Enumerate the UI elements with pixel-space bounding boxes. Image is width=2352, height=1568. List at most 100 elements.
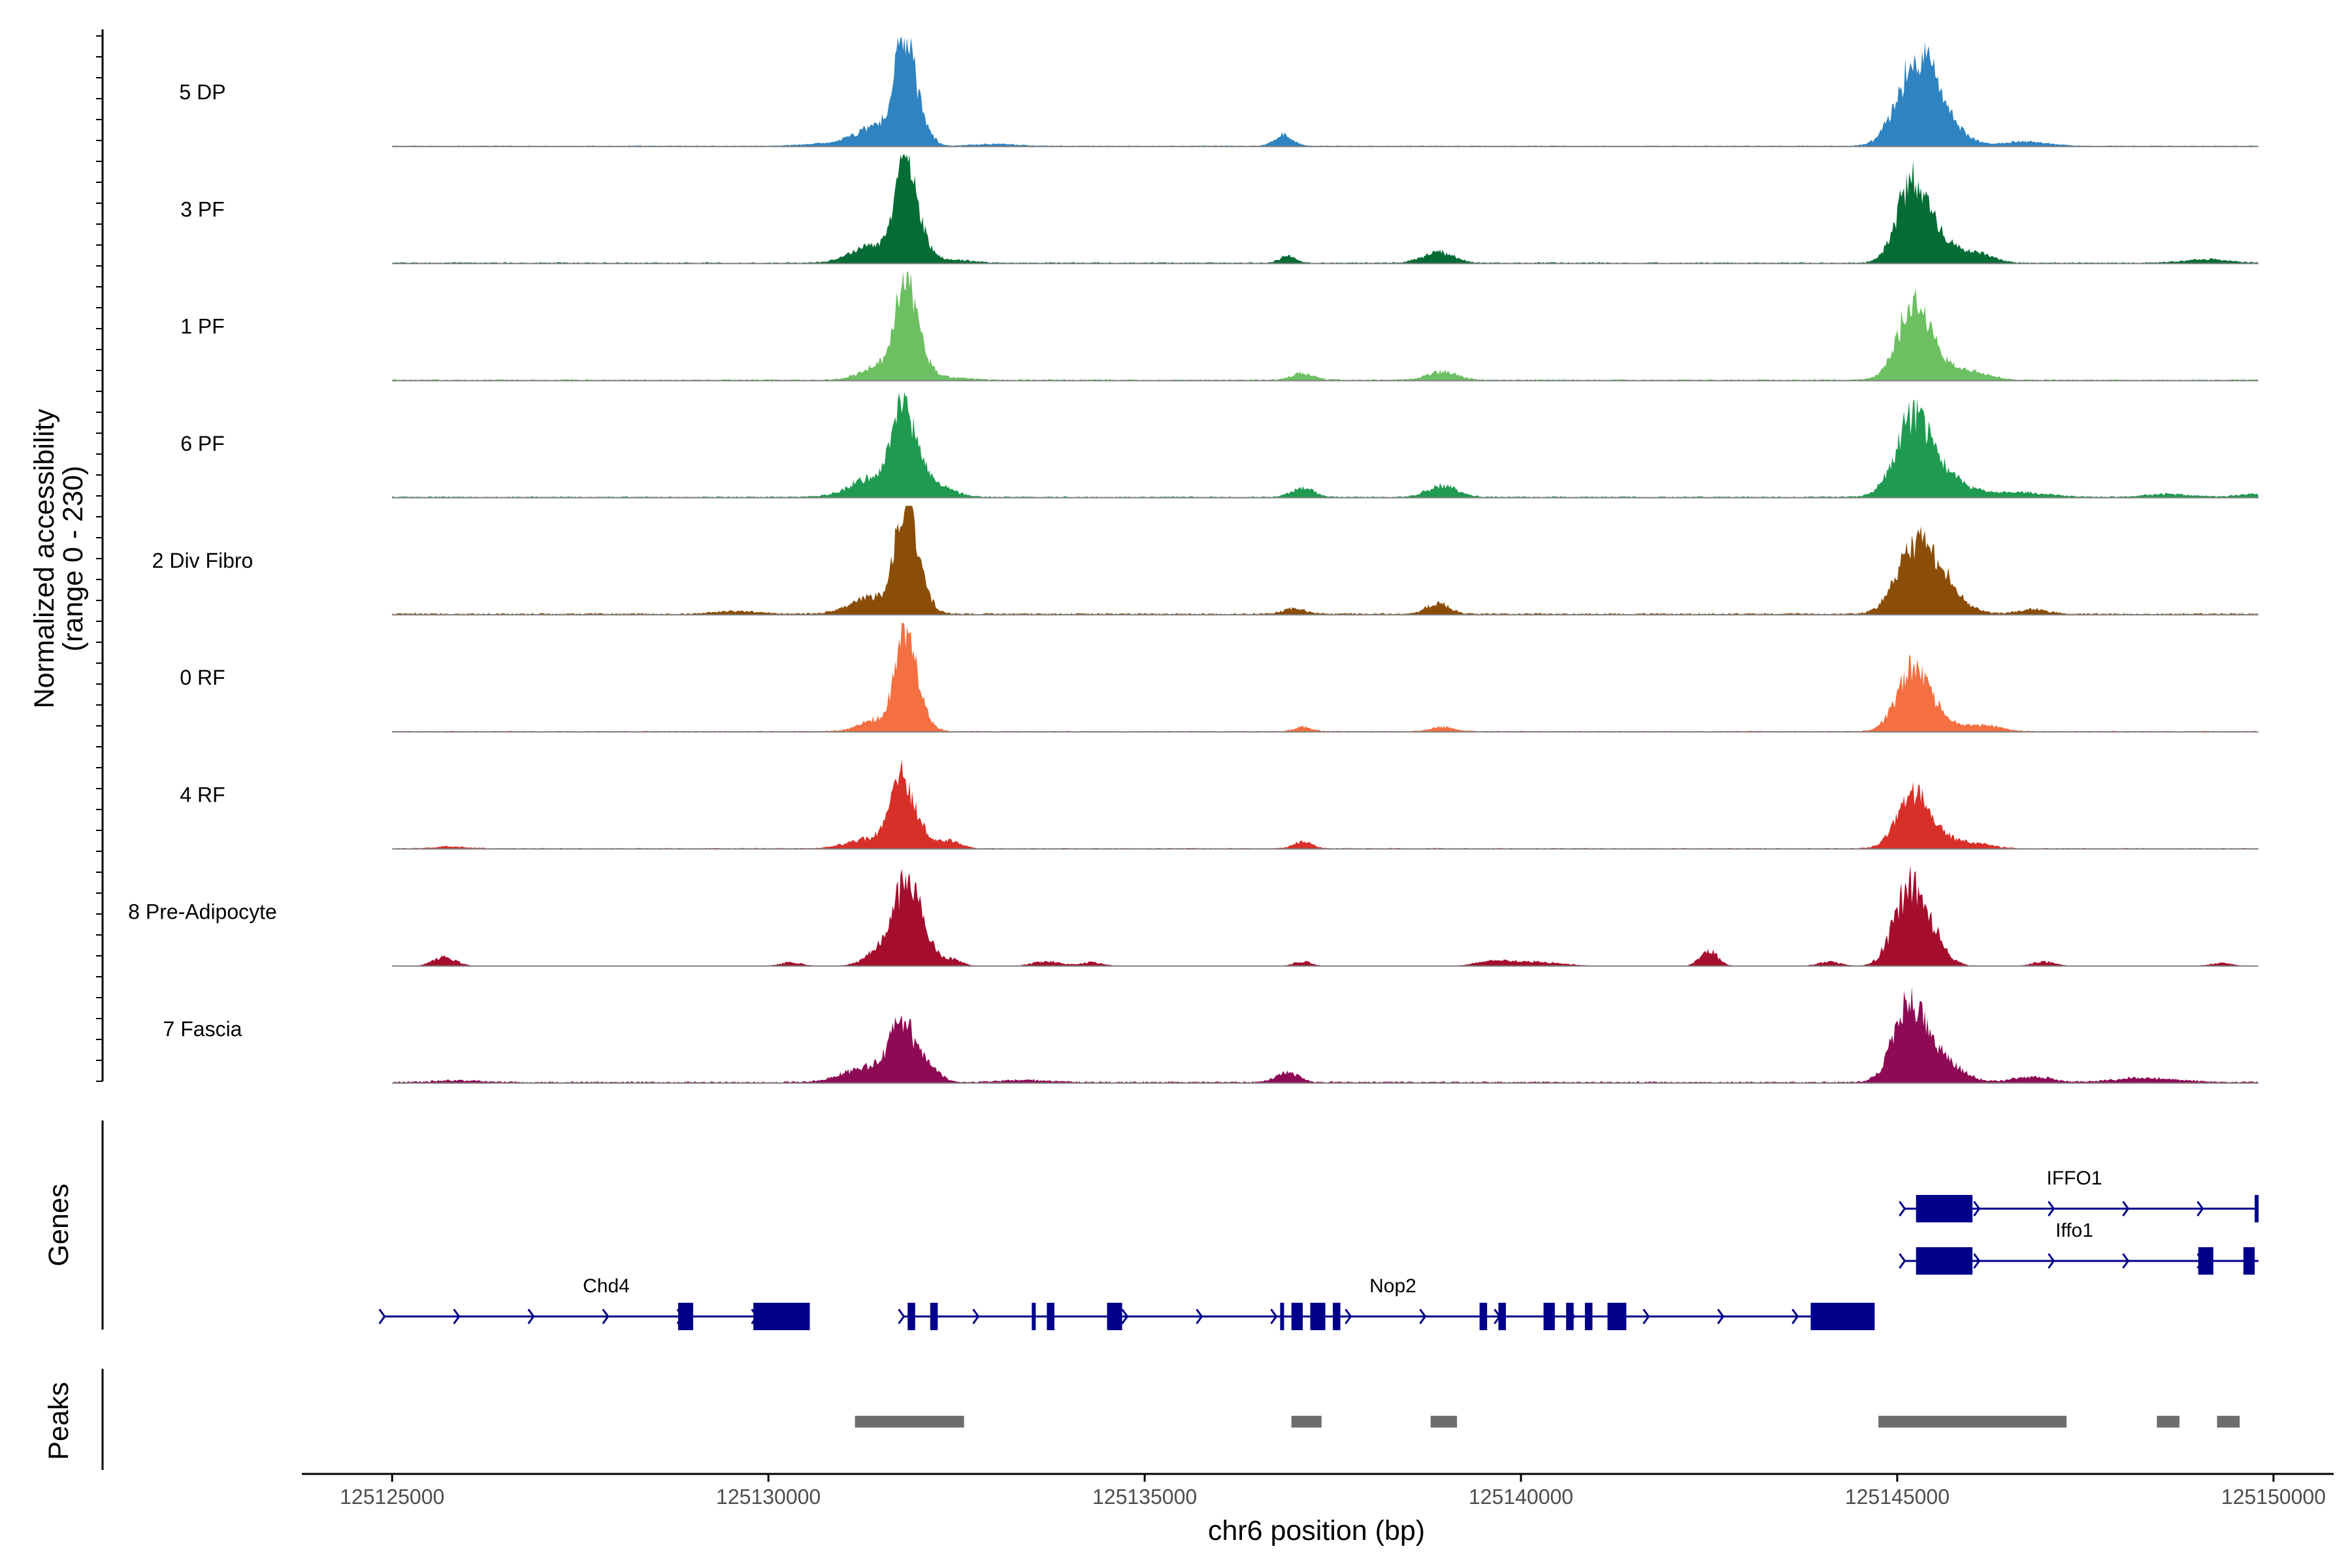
coverage-area xyxy=(392,391,2259,498)
track-3-pf: 3 PF xyxy=(180,154,2259,265)
track-0-rf: 0 RF xyxy=(180,623,2259,733)
strand-arrow xyxy=(1973,1201,1981,1217)
gene-exon xyxy=(1566,1303,1574,1330)
track-7-fascia: 7 Fascia xyxy=(163,987,2259,1084)
peak-region xyxy=(855,1416,964,1428)
peak-region xyxy=(1291,1416,1322,1428)
x-axis-title: chr6 position (bp) xyxy=(1208,1515,1425,1546)
gene-iffo1: Iffo1 xyxy=(1899,1220,2259,1275)
gene-exon xyxy=(678,1303,693,1330)
strand-arrow xyxy=(453,1309,461,1324)
strand-arrow xyxy=(1345,1309,1352,1324)
track-label: 8 Pre-Adipocyte xyxy=(128,900,277,924)
gene-exon xyxy=(1047,1303,1054,1330)
gene-exon xyxy=(1479,1303,1488,1330)
strand-arrow xyxy=(1419,1309,1427,1324)
coverage-area xyxy=(392,271,2259,381)
strand-arrow xyxy=(2197,1201,2204,1217)
gene-exon xyxy=(907,1303,915,1330)
coverage-area xyxy=(392,37,2259,147)
y-axis-title-line2: (range 0 - 230) xyxy=(57,466,89,651)
x-tick-label: 125150000 xyxy=(2221,1485,2326,1509)
strand-arrow xyxy=(378,1309,386,1324)
gene-label: Iffo1 xyxy=(2055,1220,2093,1241)
gene-exon xyxy=(2198,1247,2213,1275)
strand-arrow xyxy=(1899,1253,1906,1269)
strand-arrow xyxy=(2048,1253,2055,1269)
peak-region xyxy=(2157,1416,2180,1428)
gene-exon xyxy=(1107,1303,1122,1330)
strand-arrow xyxy=(1121,1309,1129,1324)
peak-regions xyxy=(855,1416,2240,1428)
coverage-area xyxy=(392,987,2259,1083)
strand-arrow xyxy=(1717,1309,1725,1324)
gene-exon xyxy=(1291,1303,1303,1330)
track-label: 4 RF xyxy=(180,783,225,806)
strand-arrow xyxy=(972,1309,980,1324)
gene-exon xyxy=(1280,1303,1284,1330)
track-1-pf: 1 PF xyxy=(180,271,2259,382)
y-axis-title-line1: Normalized accessibility xyxy=(29,408,60,708)
gene-exon xyxy=(1498,1303,1506,1330)
gene-exon xyxy=(1916,1195,1973,1222)
strand-arrow xyxy=(1899,1201,1906,1217)
gene-exon xyxy=(1916,1247,1973,1275)
x-tick-label: 125140000 xyxy=(1469,1485,1573,1509)
x-axis: 125125000 125130000 125135000 125140000 1251… xyxy=(302,1473,2334,1546)
track-2-div-fibro: 2 Div Fibro xyxy=(152,506,2259,615)
track-label: 1 PF xyxy=(180,315,225,338)
gene-label: Chd4 xyxy=(583,1275,630,1297)
gene-exon xyxy=(1310,1303,1326,1330)
coverage-area xyxy=(392,865,2259,966)
gene-exon xyxy=(1584,1303,1593,1330)
strand-arrow xyxy=(2122,1201,2130,1217)
track-label: 6 PF xyxy=(180,432,225,455)
track-6-pf: 6 PF xyxy=(180,391,2259,498)
strand-arrow xyxy=(1270,1309,1278,1324)
track-label: 0 RF xyxy=(180,666,225,689)
coverage-y-ticks xyxy=(96,35,103,1082)
coverage-area xyxy=(392,759,2259,849)
track-label: 3 PF xyxy=(180,197,225,221)
strand-arrow xyxy=(602,1309,610,1324)
strand-arrow xyxy=(2048,1201,2055,1217)
gene-exon xyxy=(1543,1303,1555,1330)
peak-region xyxy=(1430,1416,1458,1428)
track-label: 7 Fascia xyxy=(163,1017,242,1041)
x-tick-label: 125145000 xyxy=(1845,1485,1950,1509)
genes-panel: Genes IFFO1 Iffo1 Chd4 Nop2 xyxy=(43,1120,2259,1330)
strand-arrow xyxy=(898,1309,906,1324)
gene-exon xyxy=(1607,1303,1627,1330)
gene-nop2: Nop2 xyxy=(898,1275,1875,1330)
genes-title: Genes xyxy=(43,1184,74,1267)
gene-annotations: IFFO1 Iffo1 Chd4 Nop2 xyxy=(378,1168,2259,1330)
strand-arrow xyxy=(1973,1253,1981,1269)
gene-iffo1: IFFO1 xyxy=(1899,1168,2259,1222)
x-tick-label: 125125000 xyxy=(340,1485,444,1509)
coverage-panel: Normalized accessibility (range 0 - 230)… xyxy=(29,29,2259,1084)
peaks-title: Peaks xyxy=(43,1382,74,1460)
track-4-rf: 4 RF xyxy=(180,759,2259,850)
track-label: 2 Div Fibro xyxy=(152,549,253,572)
gene-label: Nop2 xyxy=(1369,1275,1416,1297)
coverage-area xyxy=(392,623,2259,732)
peak-region xyxy=(2217,1416,2240,1428)
gene-label: IFFO1 xyxy=(2046,1168,2102,1189)
peak-region xyxy=(1878,1416,2067,1428)
coverage-area xyxy=(392,154,2259,264)
strand-arrow xyxy=(2122,1253,2130,1269)
track-label: 5 DP xyxy=(179,80,225,104)
strand-arrow xyxy=(1791,1309,1799,1324)
track-8-pre-adipocyte: 8 Pre-Adipocyte xyxy=(128,865,2259,967)
strand-arrow xyxy=(527,1309,535,1324)
coverage-tracks: 5 DP 3 PF 1 PF 6 PF 2 Div Fibro 0 RF 4 RF 8 Pre… xyxy=(128,37,2259,1084)
x-tick-label: 125135000 xyxy=(1092,1485,1197,1509)
gene-exon xyxy=(1333,1303,1341,1330)
coverage-area xyxy=(392,506,2259,615)
track-5-dp: 5 DP xyxy=(179,37,2259,148)
peaks-panel: Peaks xyxy=(43,1369,2240,1470)
gene-exon xyxy=(753,1303,810,1330)
strand-arrow xyxy=(1196,1309,1203,1324)
x-tick-label: 125130000 xyxy=(716,1485,821,1509)
